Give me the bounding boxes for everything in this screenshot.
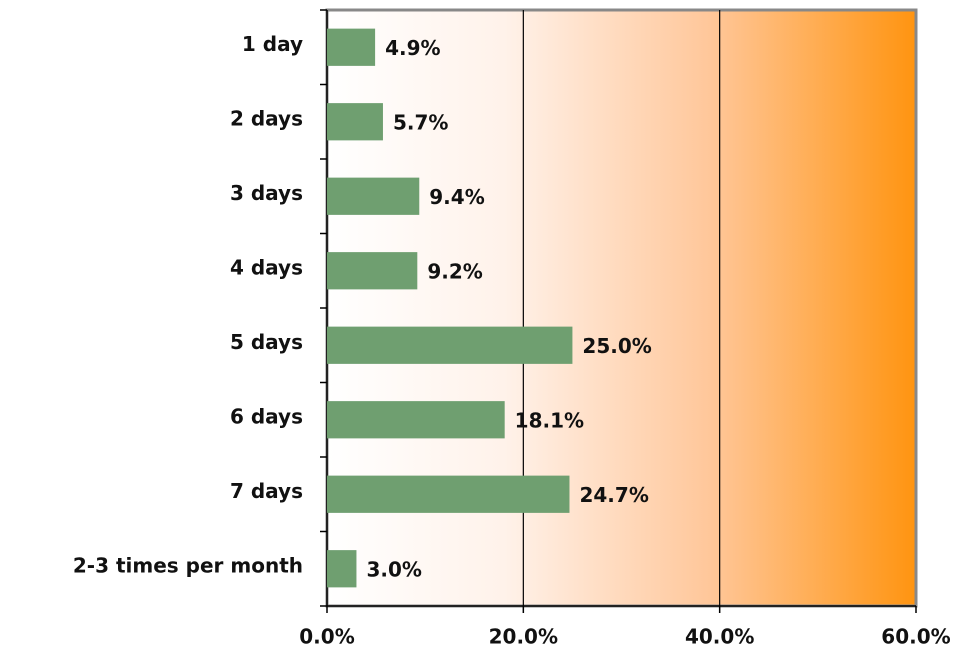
plot-area — [325, 8, 918, 608]
value-label: 25.0% — [582, 334, 651, 358]
x-tick-label: 20.0% — [489, 625, 558, 649]
y-tick-label: 2 days — [230, 106, 303, 130]
bar — [327, 475, 570, 513]
x-tick-label: 60.0% — [881, 625, 950, 649]
value-label: 4.9% — [385, 36, 440, 60]
bar — [327, 177, 420, 215]
y-tick-label: 3 days — [230, 181, 303, 205]
y-tick-label: 5 days — [230, 330, 303, 354]
bar — [327, 326, 573, 364]
value-label: 3.0% — [366, 557, 421, 581]
value-label: 9.4% — [429, 185, 484, 209]
y-tick-label: 2-3 times per month — [73, 553, 303, 577]
y-tick-label: 1 day — [242, 32, 303, 56]
bar — [327, 103, 383, 141]
bar — [327, 28, 376, 66]
x-tick-label: 0.0% — [299, 625, 354, 649]
x-tick-label: 40.0% — [685, 625, 754, 649]
value-label: 18.1% — [515, 408, 584, 432]
value-label: 5.7% — [393, 110, 448, 134]
y-tick-label: 7 days — [230, 479, 303, 503]
y-tick-label: 4 days — [230, 255, 303, 279]
bar — [327, 550, 357, 588]
bar — [327, 252, 418, 290]
y-tick-label: 6 days — [230, 404, 303, 428]
bar — [327, 401, 505, 439]
value-label: 24.7% — [579, 483, 648, 507]
value-label: 9.2% — [427, 259, 482, 283]
